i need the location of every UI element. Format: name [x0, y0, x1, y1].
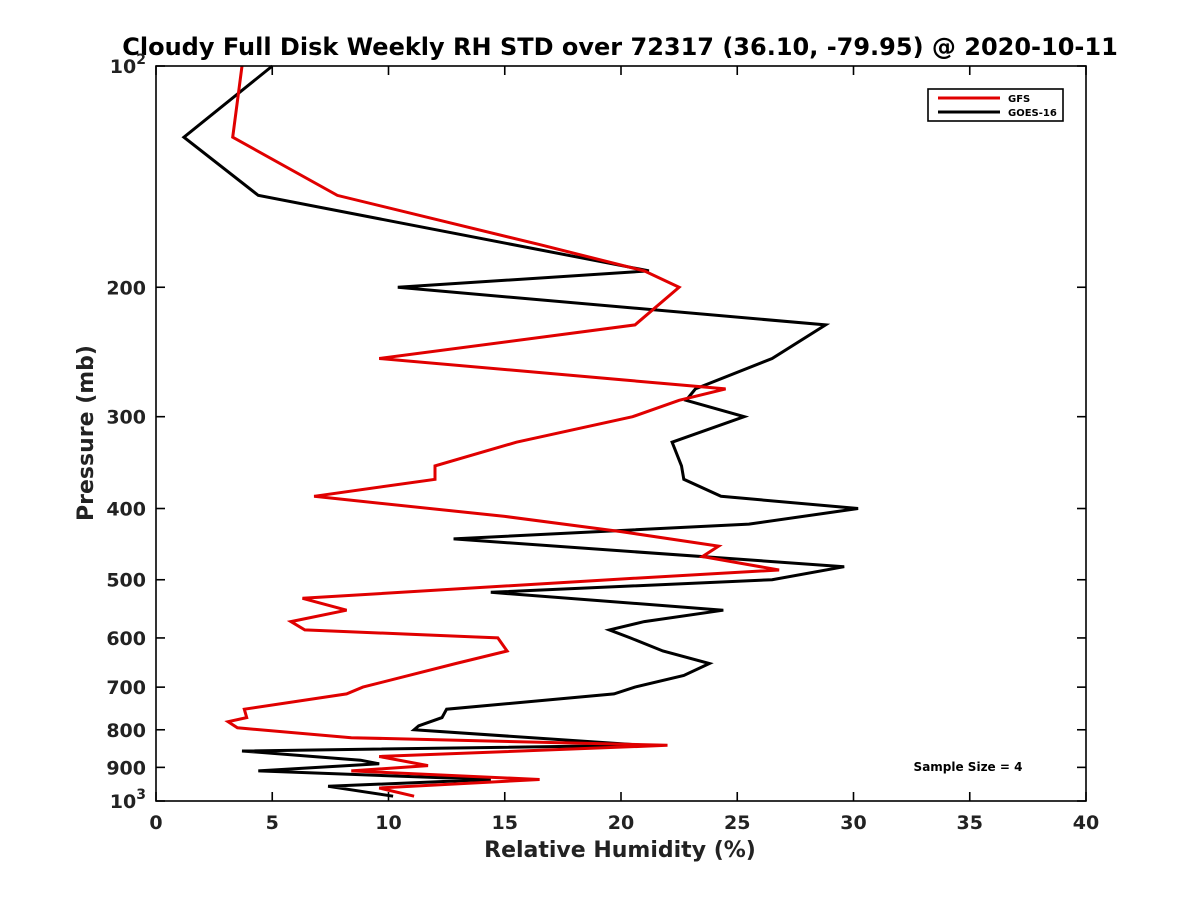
y-tick-label: 600: [106, 628, 146, 650]
x-tick-label: 20: [608, 812, 634, 834]
x-axis-label: Relative Humidity (%): [484, 838, 756, 863]
y-tick-label: 103: [110, 787, 146, 813]
y-tick-label: 400: [106, 499, 146, 521]
legend: GFS GOES-16: [927, 88, 1064, 122]
x-tick-label: 30: [840, 812, 866, 834]
x-tick-label: 10: [375, 812, 401, 834]
y-tick-label: 200: [106, 277, 146, 299]
x-tick-label: 25: [724, 812, 750, 834]
y-axis-label: Pressure (mb): [74, 345, 99, 521]
ticks-layer: 0 5 10 15 20 25 30 35 40 102 200 300 400 500 600 700 800…: [106, 52, 1099, 834]
legend-label: GFS: [1008, 94, 1030, 105]
x-tick-label: 35: [957, 812, 983, 834]
series-line-goes-16: [181, 64, 859, 798]
chart-title: Cloudy Full Disk Weekly RH STD over 7231…: [122, 33, 1118, 61]
y-tick-label: 800: [106, 720, 146, 742]
y-tick-label: 500: [106, 570, 146, 592]
series-line-gfs: [224, 65, 780, 798]
x-tick-label: 5: [266, 812, 279, 834]
y-tick-label: 700: [106, 677, 146, 699]
sample-size-annotation: Sample Size = 4: [914, 760, 1023, 774]
x-tick-label: 40: [1073, 812, 1099, 834]
y-tick-label: 900: [106, 757, 146, 779]
legend-label: GOES-16: [1008, 108, 1057, 119]
x-tick-label: 15: [492, 812, 518, 834]
legend-box: [927, 88, 1064, 122]
x-tick-label: 0: [149, 812, 162, 834]
y-tick-label: 102: [110, 52, 146, 78]
series-layer: [181, 64, 859, 798]
y-tick-label: 300: [106, 407, 146, 429]
